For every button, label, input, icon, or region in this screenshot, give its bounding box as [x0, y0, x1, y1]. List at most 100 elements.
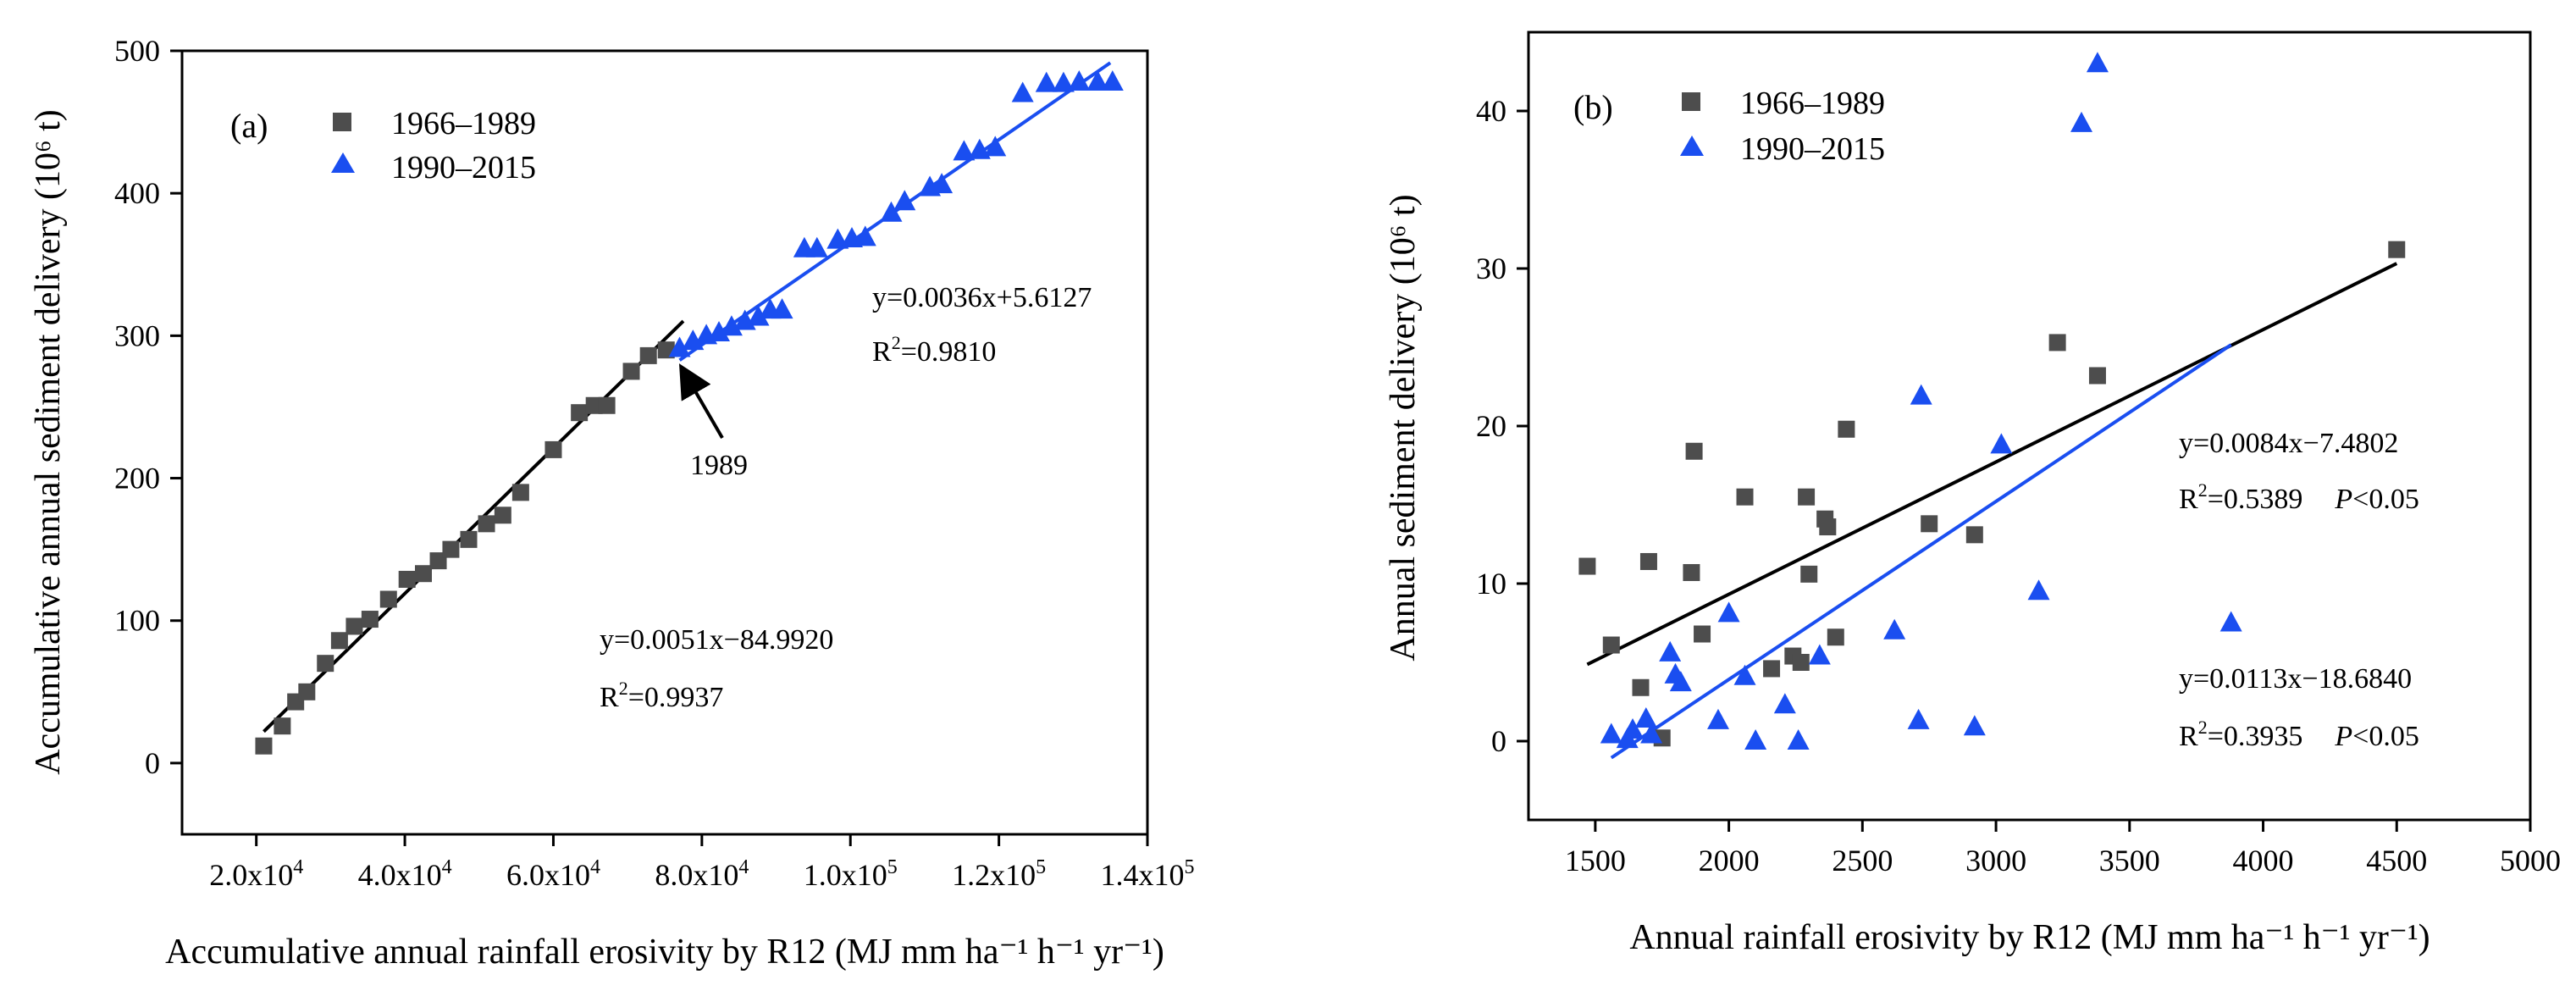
- equation-1990-2015-a: y=0.0036x+5.6127: [872, 282, 1092, 313]
- data-points-a: [255, 70, 1124, 755]
- point-1990-2015-b-21: [2070, 111, 2093, 132]
- point-1990-2015-a-1: [682, 329, 705, 351]
- point-1990-2015-a-3: [708, 321, 731, 341]
- point-1966-1989-b-0: [1578, 557, 1596, 575]
- data-points-b: [1578, 52, 2406, 750]
- point-1990-2015-a-18: [953, 140, 976, 161]
- point-1990-2015-a-13: [854, 225, 876, 246]
- x-tick-label-a-0: 2.0x104: [209, 856, 303, 892]
- point-1990-2015-b-7: [1669, 671, 1692, 692]
- equation-1966-1989-b: y=0.0084x−7.4802: [2179, 428, 2398, 459]
- y-tick-label-a-2: 200: [114, 462, 160, 496]
- point-1966-1989-b-19: [1965, 526, 1983, 544]
- point-1990-2015-b-16: [1907, 708, 1930, 729]
- point-1966-1989-b-2: [1632, 678, 1650, 696]
- r2-p-1966-1989-b: R2=0.5389 P<0.05: [2179, 479, 2419, 515]
- legend-label-1966-1989-b: 1966–1989: [1740, 86, 1885, 121]
- point-1990-2015-b-3: [1634, 706, 1657, 728]
- point-1990-2015-a-0: [668, 336, 691, 357]
- point-1990-2015-a-22: [1035, 71, 1058, 92]
- point-1966-1989-b-7: [1694, 625, 1711, 643]
- point-1966-1989-a-1: [274, 717, 291, 735]
- point-1990-2015-a-15: [893, 190, 916, 211]
- point-1966-1989-a-7: [361, 611, 379, 628]
- x-tick-label-a-3: 8.0x104: [655, 856, 749, 892]
- equation-1966-1989-a: y=0.0051x−84.9920: [600, 624, 833, 656]
- point-1966-1989-a-10: [415, 565, 432, 583]
- plot-frame-a: [180, 49, 1149, 836]
- x-tick-label-a-6: 1.4x105: [1101, 856, 1195, 892]
- point-1990-2015-a-20: [984, 136, 1007, 157]
- point-1990-2015-b-23: [2219, 611, 2242, 632]
- plot-frame-b: [1527, 30, 2532, 822]
- point-1990-2015-b-5: [1659, 640, 1682, 662]
- point-1990-2015-b-10: [1733, 664, 1756, 685]
- point-1966-1989-a-21: [622, 363, 640, 380]
- point-1990-2015-a-24: [1068, 70, 1091, 91]
- point-1966-1989-a-4: [317, 655, 334, 673]
- point-1966-1989-a-3: [298, 683, 316, 700]
- panel-b-chart: 1500 2000 2500 3000 3500 4000 4500 5000 0 10 20 30…: [1384, 30, 2561, 957]
- x-tick-label-b-7: 5000: [2500, 844, 2561, 878]
- point-1990-2015-b-13: [1787, 729, 1810, 750]
- y-tick-label-a-0: 0: [145, 746, 160, 780]
- x-tick-label-a-2: 6.0x104: [506, 856, 600, 892]
- point-1990-2015-a-25: [1086, 70, 1109, 91]
- point-1990-2015-b-22: [2086, 52, 2109, 73]
- point-1990-2015-a-23: [1052, 71, 1075, 92]
- point-1966-1989-b-8: [1736, 488, 1754, 506]
- arrow-label-1989: 1989: [690, 450, 748, 481]
- y-tick-label-a-3: 300: [114, 318, 160, 352]
- x-tick-label-a-1: 4.0x104: [358, 856, 452, 892]
- point-1966-1989-b-21: [2088, 367, 2106, 385]
- panel-label-a: (a): [230, 107, 268, 145]
- point-1966-1989-b-17: [1838, 420, 1855, 438]
- point-1990-2015-b-17: [1910, 384, 1932, 405]
- point-1990-2015-b-2: [1622, 717, 1645, 739]
- point-1990-2015-a-19: [968, 138, 991, 159]
- point-1990-2015-b-4: [1640, 722, 1663, 744]
- point-1966-1989-a-22: [639, 346, 657, 364]
- legend-label-1966-1989-a: 1966–1989: [391, 106, 536, 141]
- x-tick-label-b-1: 2000: [1699, 844, 1760, 878]
- x-tick-label-a-5: 1.2x105: [952, 856, 1046, 892]
- point-1990-2015-b-12: [1773, 693, 1796, 714]
- point-1990-2015-b-15: [1883, 618, 1906, 639]
- point-1966-1989-b-6: [1685, 442, 1703, 460]
- point-1966-1989-b-18: [1921, 515, 1938, 533]
- point-1966-1989-a-5: [330, 632, 348, 650]
- y-tick-label-b-3: 30: [1476, 252, 1506, 285]
- legend-marker-1990-2015-b: [1680, 136, 1704, 156]
- point-1966-1989-b-1: [1602, 636, 1620, 654]
- point-1990-2015-a-14: [880, 201, 903, 222]
- point-1966-1989-a-15: [494, 507, 511, 524]
- point-1966-1989-a-16: [511, 484, 529, 501]
- point-1990-2015-b-19: [1990, 433, 2013, 454]
- point-1990-2015-a-10: [805, 236, 828, 257]
- legend-label-1990-2015-b: 1990–2015: [1740, 131, 1885, 167]
- x-tick-label-b-3: 3000: [1965, 844, 2026, 878]
- fit-1990-2015-line-b: [1610, 343, 2232, 760]
- point-1990-2015-a-4: [720, 315, 743, 336]
- r2-1966-1989-a: R2=0.9937: [600, 678, 723, 713]
- point-1966-1989-a-14: [478, 515, 495, 533]
- y-axis-label-a: Accumulative annual sediment delivery (1…: [29, 109, 68, 775]
- point-1966-1989-a-17: [544, 440, 562, 458]
- point-1966-1989-a-12: [442, 540, 460, 558]
- y-tick-label-b-0: 0: [1491, 724, 1506, 758]
- x-axis-b: 1500 2000 2500 3000 3500 4000 4500 5000: [1565, 820, 2561, 878]
- point-1990-2015-a-8: [771, 298, 793, 319]
- x-tick-label-b-2: 2500: [1832, 844, 1893, 878]
- legend-label-1990-2015-a: 1990–2015: [391, 150, 536, 185]
- point-1990-2015-b-14: [1808, 644, 1831, 665]
- x-tick-label-b-5: 4000: [2233, 844, 2294, 878]
- x-tick-label-b-4: 3500: [2099, 844, 2160, 878]
- point-1966-1989-a-0: [255, 737, 273, 755]
- panel-a-chart: 2.0x104 4.0x104 6.0x104 8.0x104 1.0x105 1.2x1…: [29, 34, 1195, 972]
- y-tick-label-a-4: 400: [114, 176, 160, 210]
- legend-marker-1990-2015-a: [331, 152, 355, 173]
- y-tick-label-b-1: 10: [1476, 567, 1506, 601]
- y-tick-label-b-2: 20: [1476, 409, 1506, 443]
- x-tick-label-a-4: 1.0x105: [804, 856, 898, 892]
